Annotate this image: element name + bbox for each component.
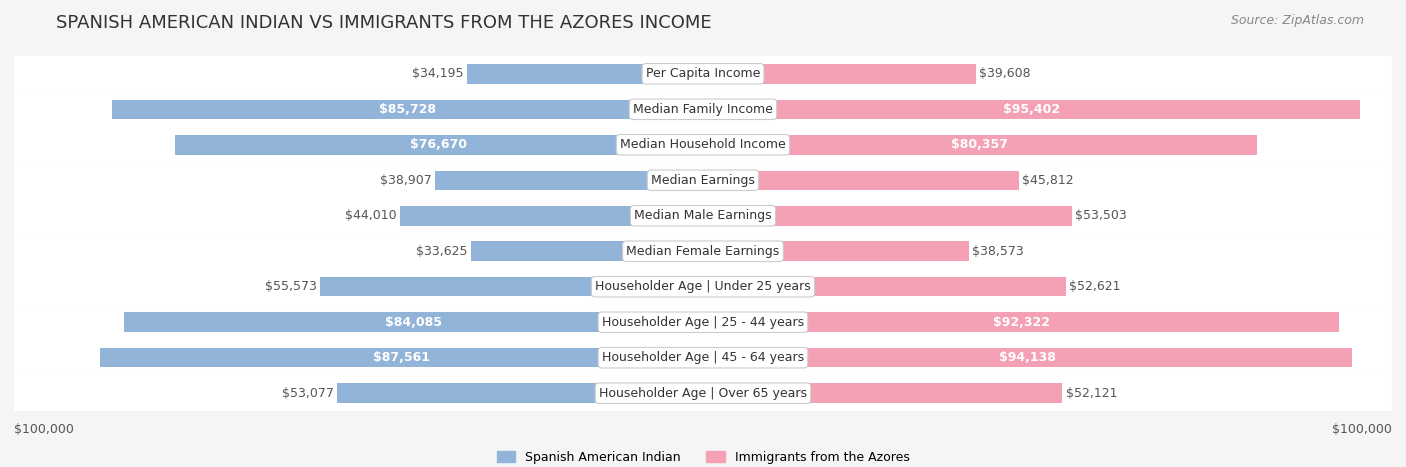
Text: $100,000: $100,000 xyxy=(1331,424,1392,436)
Bar xyxy=(100,348,703,368)
Bar xyxy=(703,312,1339,332)
Text: $38,907: $38,907 xyxy=(380,174,432,187)
FancyBboxPatch shape xyxy=(14,269,1392,304)
Text: Median Family Income: Median Family Income xyxy=(633,103,773,116)
Text: Householder Age | 25 - 44 years: Householder Age | 25 - 44 years xyxy=(602,316,804,329)
Bar xyxy=(467,64,703,84)
FancyBboxPatch shape xyxy=(14,127,1392,163)
Text: $45,812: $45,812 xyxy=(1022,174,1074,187)
FancyBboxPatch shape xyxy=(14,56,1392,92)
FancyBboxPatch shape xyxy=(14,340,1392,375)
FancyBboxPatch shape xyxy=(14,163,1392,198)
FancyBboxPatch shape xyxy=(14,304,1392,340)
Text: Median Earnings: Median Earnings xyxy=(651,174,755,187)
Bar xyxy=(703,99,1360,119)
Text: $52,121: $52,121 xyxy=(1066,387,1116,400)
Bar xyxy=(337,383,703,403)
Bar xyxy=(321,277,703,297)
Bar xyxy=(703,241,969,261)
Legend: Spanish American Indian, Immigrants from the Azores: Spanish American Indian, Immigrants from… xyxy=(492,446,914,467)
Bar xyxy=(703,383,1062,403)
Text: $34,195: $34,195 xyxy=(412,67,464,80)
Text: Per Capita Income: Per Capita Income xyxy=(645,67,761,80)
Text: Householder Age | Under 25 years: Householder Age | Under 25 years xyxy=(595,280,811,293)
Bar xyxy=(703,348,1351,368)
Text: $92,322: $92,322 xyxy=(993,316,1049,329)
Text: $33,625: $33,625 xyxy=(416,245,468,258)
Text: Median Household Income: Median Household Income xyxy=(620,138,786,151)
Text: $76,670: $76,670 xyxy=(411,138,467,151)
Bar xyxy=(124,312,703,332)
Text: $44,010: $44,010 xyxy=(344,209,396,222)
Text: Householder Age | Over 65 years: Householder Age | Over 65 years xyxy=(599,387,807,400)
Text: $55,573: $55,573 xyxy=(264,280,316,293)
Text: $95,402: $95,402 xyxy=(1002,103,1060,116)
Bar xyxy=(174,135,703,155)
Text: Householder Age | 45 - 64 years: Householder Age | 45 - 64 years xyxy=(602,351,804,364)
Text: SPANISH AMERICAN INDIAN VS IMMIGRANTS FROM THE AZORES INCOME: SPANISH AMERICAN INDIAN VS IMMIGRANTS FR… xyxy=(56,14,711,32)
Text: $52,621: $52,621 xyxy=(1069,280,1121,293)
Text: $80,357: $80,357 xyxy=(952,138,1008,151)
Text: $94,138: $94,138 xyxy=(998,351,1056,364)
Text: Median Female Earnings: Median Female Earnings xyxy=(627,245,779,258)
Text: $38,573: $38,573 xyxy=(972,245,1024,258)
FancyBboxPatch shape xyxy=(14,375,1392,411)
Bar xyxy=(399,206,703,226)
Text: $39,608: $39,608 xyxy=(980,67,1031,80)
Text: $87,561: $87,561 xyxy=(373,351,430,364)
Bar xyxy=(434,170,703,190)
FancyBboxPatch shape xyxy=(14,92,1392,127)
Bar xyxy=(703,64,976,84)
Text: $100,000: $100,000 xyxy=(14,424,75,436)
FancyBboxPatch shape xyxy=(14,234,1392,269)
Bar xyxy=(703,277,1066,297)
Bar xyxy=(112,99,703,119)
Bar xyxy=(703,135,1257,155)
Bar xyxy=(703,170,1018,190)
Text: $53,077: $53,077 xyxy=(283,387,333,400)
Text: Source: ZipAtlas.com: Source: ZipAtlas.com xyxy=(1230,14,1364,27)
FancyBboxPatch shape xyxy=(14,198,1392,234)
Bar xyxy=(703,206,1071,226)
Text: Median Male Earnings: Median Male Earnings xyxy=(634,209,772,222)
Bar xyxy=(471,241,703,261)
Text: $53,503: $53,503 xyxy=(1076,209,1126,222)
Text: $85,728: $85,728 xyxy=(380,103,436,116)
Text: $84,085: $84,085 xyxy=(385,316,441,329)
